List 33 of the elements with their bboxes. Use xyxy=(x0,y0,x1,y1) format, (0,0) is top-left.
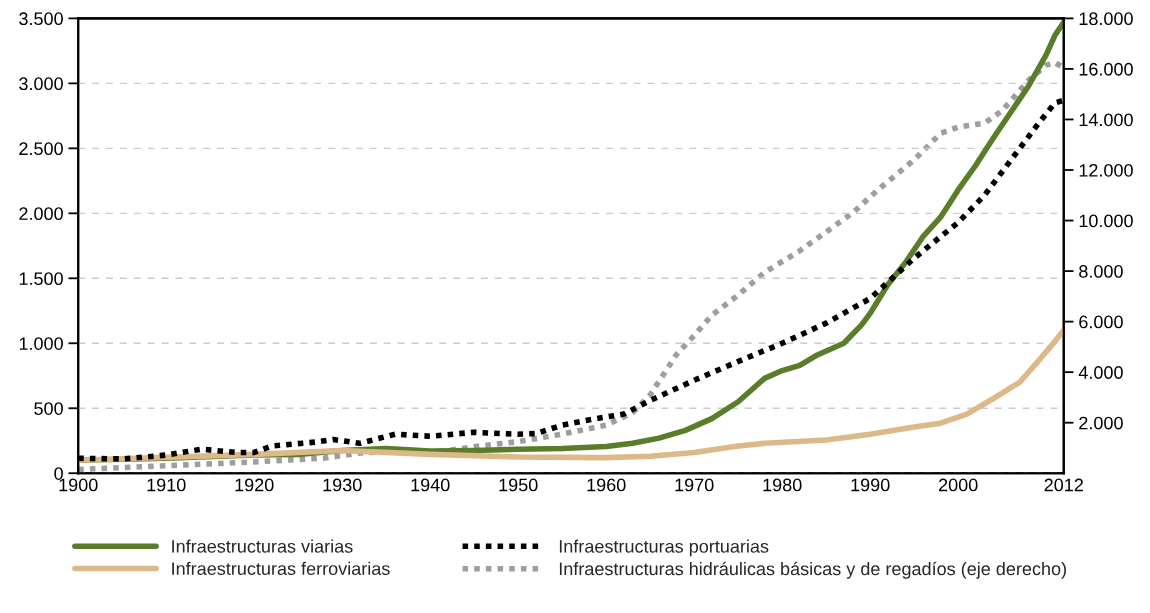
y2-tick-label: 18.000 xyxy=(1079,12,1133,26)
y-tick-label: 2.500 xyxy=(19,142,63,156)
y2-tick-label: 16.000 xyxy=(1079,62,1133,76)
y2-tick-label: 4.000 xyxy=(1078,366,1123,379)
x-tick-label: 1970 xyxy=(675,478,714,492)
x-tick-label: 1940 xyxy=(411,478,450,492)
y2-tick-label: 12.000 xyxy=(1079,163,1133,177)
y2-tick-label: 10.000 xyxy=(1079,214,1133,228)
y-tick-label: 1.500 xyxy=(19,272,63,286)
x-tick-label: 1990 xyxy=(851,478,890,492)
x-tick-label: 1960 xyxy=(587,478,626,492)
x-tick-label: 2000 xyxy=(938,478,978,492)
legend-label: Infraestructuras viarias xyxy=(172,539,353,553)
y2-tick-label: 14.000 xyxy=(1079,113,1133,127)
y2-tick-label: 2.000 xyxy=(1079,416,1123,430)
y2-tick-label: 8.000 xyxy=(1079,265,1123,278)
x-tick-label: 1910 xyxy=(147,478,186,492)
legend-label: Infraestructuras ferroviarias xyxy=(172,561,390,576)
x-tick-label: 1920 xyxy=(235,478,274,492)
legend-label: Infraestructuras hidráulicas básicas y de regadíos (eje derecho) xyxy=(559,561,1066,579)
y-tick-label: 1.000 xyxy=(19,337,63,350)
y-tick-label: 0 xyxy=(54,467,63,480)
legend-label: Infraestructuras portuarias xyxy=(559,539,769,557)
x-tick-label: 1980 xyxy=(763,478,802,492)
y-tick-label: 3.500 xyxy=(19,12,63,26)
y-tick-label: 500 xyxy=(34,402,63,415)
y-tick-label: 2.000 xyxy=(19,207,63,221)
x-tick-label: 1900 xyxy=(59,478,98,492)
x-tick-label: 1930 xyxy=(323,478,362,492)
y-tick-label: 3.000 xyxy=(19,77,63,91)
y2-tick-label: 6.000 xyxy=(1079,315,1123,329)
x-tick-label: 2012 xyxy=(1044,478,1083,492)
x-tick-label: 1950 xyxy=(499,478,538,492)
